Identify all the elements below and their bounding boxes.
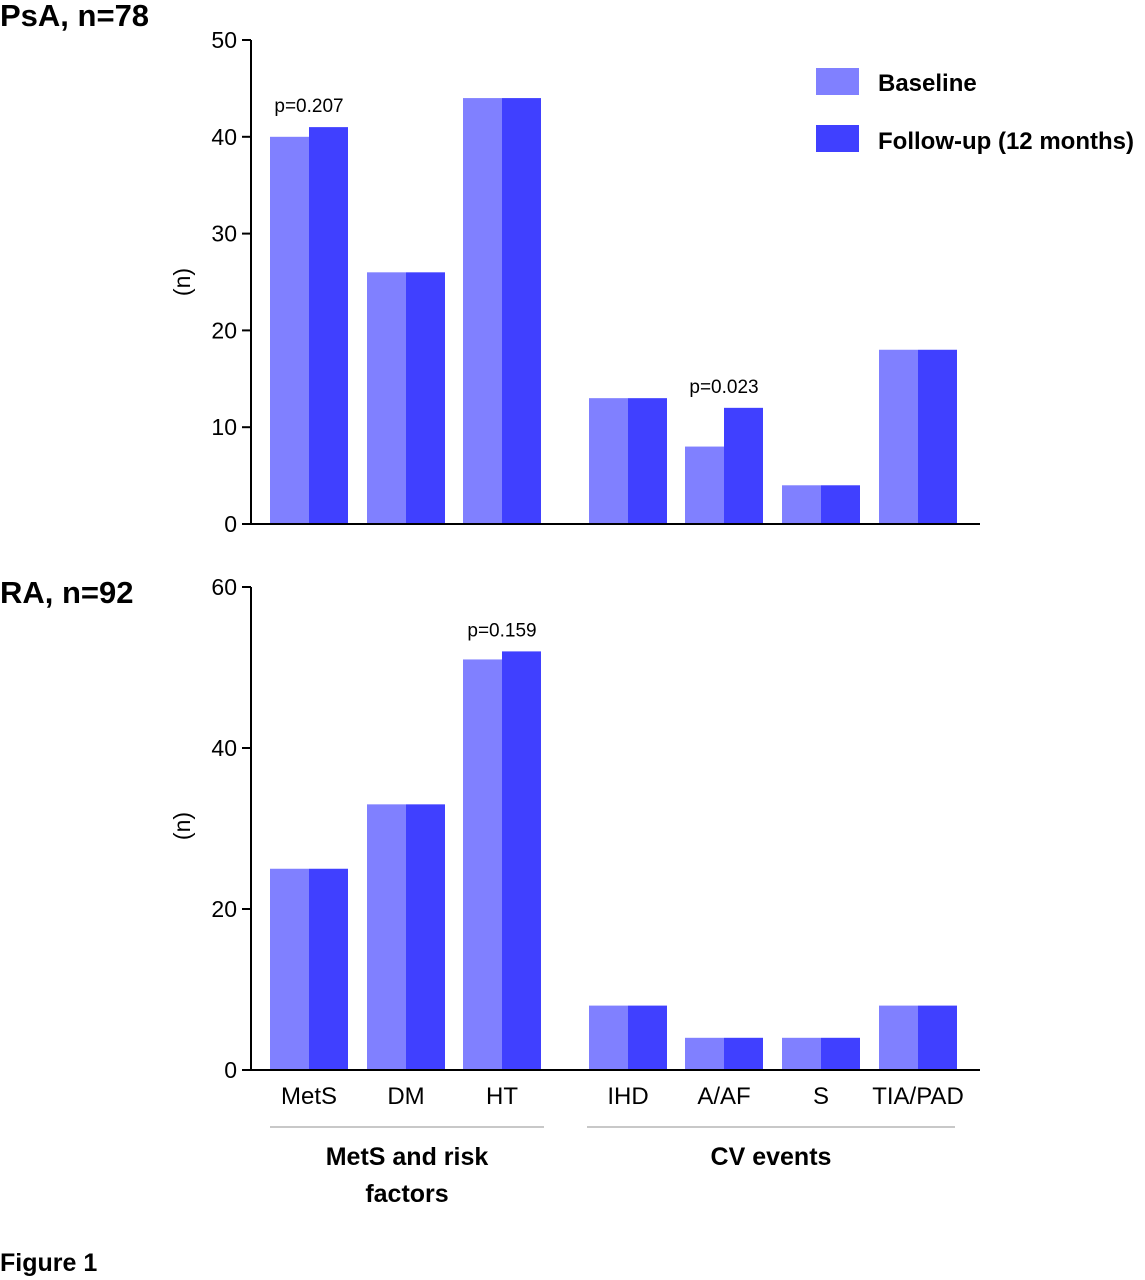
chart-panel-1: PsA, n=78 (n) 0 10 20 30 40 50 p=0.207 p=0.023 [0, 0, 980, 537]
p-value-annotation: p=0.023 [689, 377, 758, 398]
bar-mets-followup [309, 868, 348, 1070]
x-tick-label: DM [387, 1083, 424, 1110]
bar-tia-pad-baseline [879, 349, 918, 524]
bar-ihd-baseline [589, 398, 628, 524]
y-tick-label: 20 [211, 317, 237, 343]
y-tick-label: 30 [211, 221, 237, 247]
bar-dm-followup [406, 272, 445, 524]
x-tick-label: HT [486, 1083, 518, 1110]
bar-dm-baseline [367, 804, 406, 1070]
bar-a-af-baseline [685, 446, 724, 524]
legend-label-baseline: Baseline [878, 70, 977, 97]
p-value-annotation: p=0.207 [274, 96, 343, 117]
y-tick-label: 0 [224, 511, 237, 537]
figure-caption: Figure 1 [0, 1249, 97, 1277]
y-tick-label: 10 [211, 414, 237, 440]
group-label-risk-factors-line1: MetS and risk [326, 1143, 489, 1171]
bar-s-baseline [782, 485, 821, 524]
bar-ihd-followup [628, 1005, 667, 1070]
bar-s-followup [821, 1037, 860, 1070]
bar-ht-baseline [463, 659, 502, 1070]
y-tick-label: 50 [211, 27, 237, 53]
x-tick-label: S [813, 1083, 829, 1110]
bar-tia-pad-followup [918, 1005, 957, 1070]
bar-ihd-followup [628, 398, 667, 524]
bar-ht-followup [502, 98, 541, 524]
bar-dm-baseline [367, 272, 406, 524]
bar-dm-followup [406, 804, 445, 1070]
bar-mets-baseline [270, 136, 309, 525]
bar-ihd-baseline [589, 1005, 628, 1070]
p-value-annotation: p=0.159 [467, 620, 536, 641]
bar-mets-followup [309, 127, 348, 525]
y-tick-label: 40 [211, 124, 237, 150]
x-tick-label: A/AF [697, 1083, 750, 1110]
group-label-cv-events: CV events [711, 1143, 832, 1171]
y-tick-label: 40 [211, 735, 237, 761]
bar-s-followup [821, 485, 860, 524]
x-tick-label: IHD [607, 1083, 648, 1110]
bar-ht-followup [502, 651, 541, 1070]
bar-tia-pad-followup [918, 349, 957, 524]
bar-tia-pad-baseline [879, 1005, 918, 1070]
bar-ht-baseline [463, 98, 502, 524]
chart-title: PsA, n=78 [0, 0, 149, 33]
chart-panel-2: RA, n=92 (n) 0 20 40 60 MetS DM HT IHD A/AF S TIA/PA… [0, 574, 980, 1110]
y-tick-label: 20 [211, 896, 237, 922]
y-tick-label: 60 [211, 574, 237, 600]
bar-a-af-followup [724, 1037, 763, 1070]
group-labels: MetS and risk factors CV events [270, 1126, 955, 1208]
legend-swatch-baseline [816, 68, 859, 95]
legend-swatch-followup [816, 125, 859, 152]
y-axis-label: (n) [169, 268, 195, 296]
chart-title: RA, n=92 [0, 575, 134, 610]
y-tick-label: 0 [224, 1057, 237, 1083]
legend: Baseline Follow-up (12 months) [816, 68, 1134, 155]
bar-a-af-followup [724, 407, 763, 524]
bar-a-af-baseline [685, 1037, 724, 1070]
y-axis-label: (n) [169, 812, 195, 840]
legend-label-followup: Follow-up (12 months) [878, 128, 1134, 155]
x-tick-label: MetS [281, 1083, 337, 1110]
group-label-risk-factors-line2: factors [365, 1180, 448, 1208]
bar-s-baseline [782, 1037, 821, 1070]
bar-mets-baseline [270, 868, 309, 1070]
x-tick-label: TIA/PAD [872, 1083, 964, 1110]
